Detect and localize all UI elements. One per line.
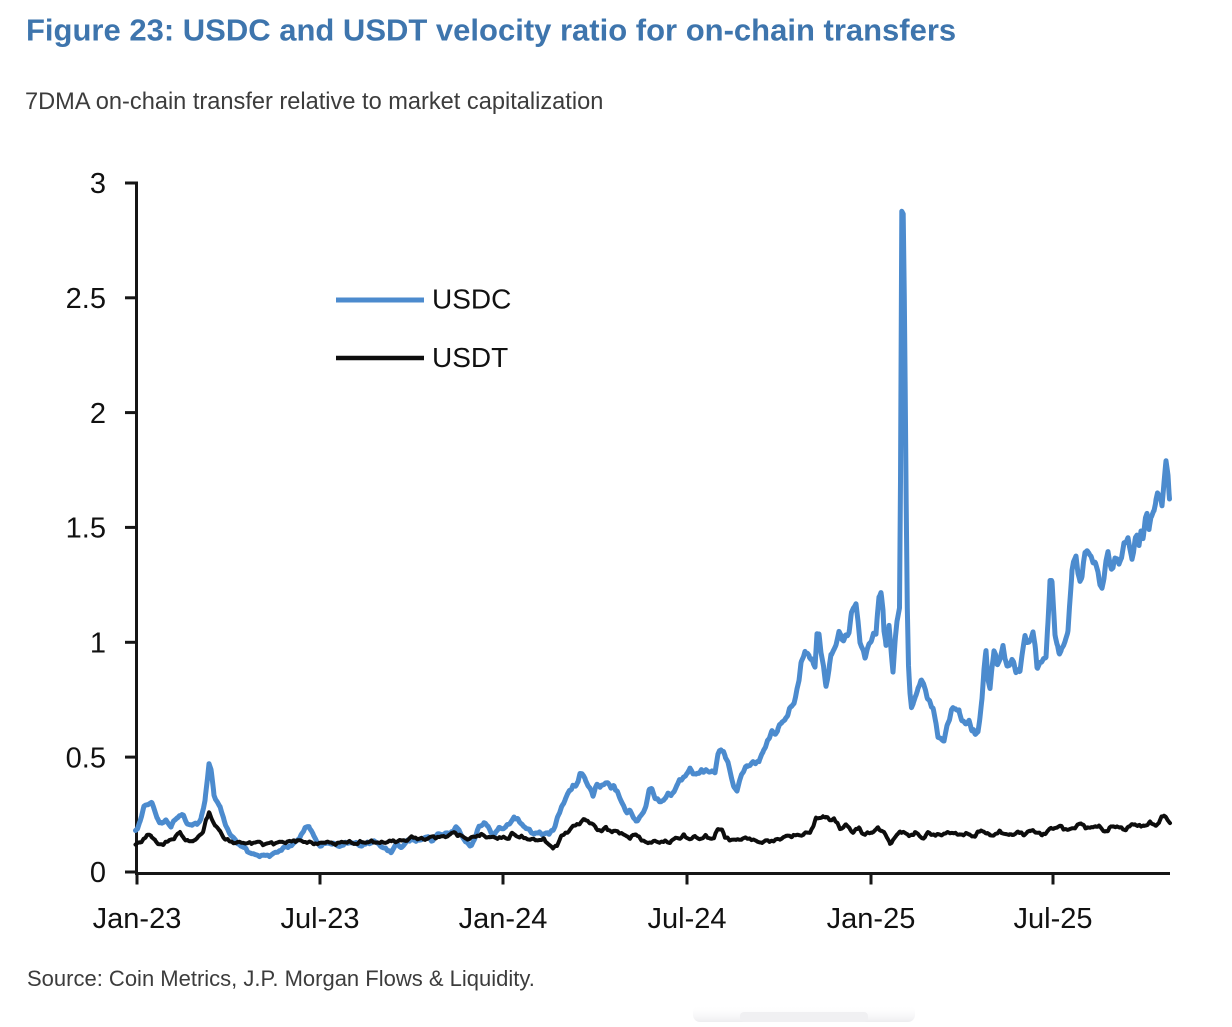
svg-text:2.5: 2.5 <box>66 283 106 315</box>
svg-text:Jan-25: Jan-25 <box>827 903 916 935</box>
svg-text:Jan-23: Jan-23 <box>93 903 182 935</box>
svg-text:Jul-25: Jul-25 <box>1014 903 1093 935</box>
svg-text:Jan-24: Jan-24 <box>459 903 548 935</box>
svg-text:USDT: USDT <box>432 342 508 373</box>
svg-text:7DMA on-chain transfer relativ: 7DMA on-chain transfer relative to marke… <box>25 89 603 115</box>
svg-text:0: 0 <box>90 857 106 889</box>
svg-text:0.5: 0.5 <box>66 742 106 774</box>
svg-text:Figure 23: USDC and USDT veloc: Figure 23: USDC and USDT velocity ratio … <box>26 13 956 48</box>
svg-text:3: 3 <box>90 168 106 200</box>
svg-text:Jul-24: Jul-24 <box>648 903 727 935</box>
svg-text:Jul-23: Jul-23 <box>281 903 360 935</box>
svg-text:2: 2 <box>90 398 106 430</box>
svg-text:USDC: USDC <box>432 284 511 315</box>
svg-text:1: 1 <box>90 628 106 660</box>
svg-text:Source: Coin Metrics, J.P. Mor: Source: Coin Metrics, J.P. Morgan Flows … <box>27 966 535 991</box>
svg-text:1.5: 1.5 <box>66 513 106 545</box>
